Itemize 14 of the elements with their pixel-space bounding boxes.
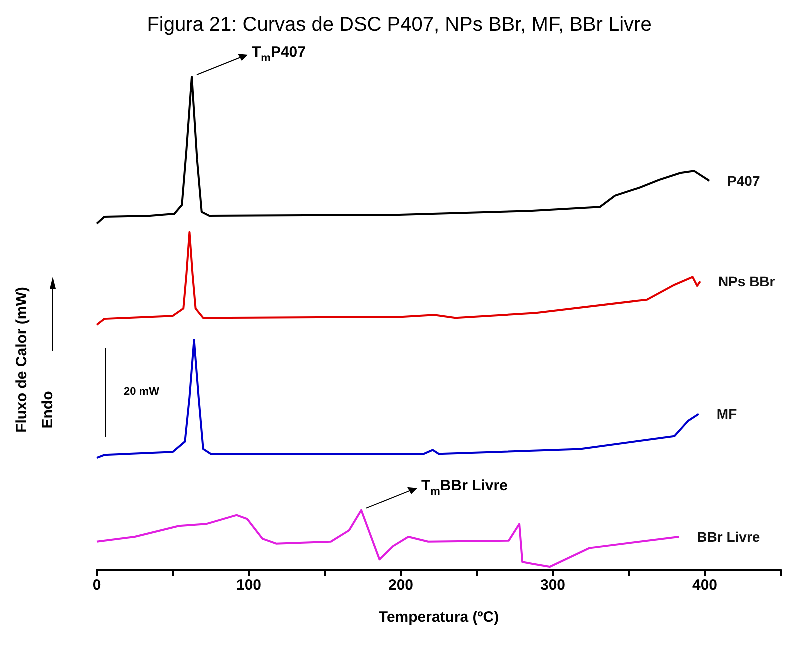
series-label: P407 [728,173,760,190]
y-axis-title: Fluxo de Calor (mW) [14,287,30,433]
chart-title: Figura 21: Curvas de DSC P407, NPs BBr, MF, BBr Livre [147,14,652,36]
x-axis-title: Temperatura (ºC) [378,609,500,626]
x-tick-label: 100 [236,577,262,594]
series-label: NPs BBr [718,274,776,290]
x-tick-label: 300 [540,577,566,594]
series-label: BBr Livre [697,528,760,545]
x-tick-label: 200 [388,577,414,594]
text: Endo [40,391,56,429]
series-label: MF [716,406,738,422]
x-tick-label: 400 [692,577,718,594]
x-tick-label: 0 [92,577,102,594]
annotation: 20 mW [124,386,160,398]
